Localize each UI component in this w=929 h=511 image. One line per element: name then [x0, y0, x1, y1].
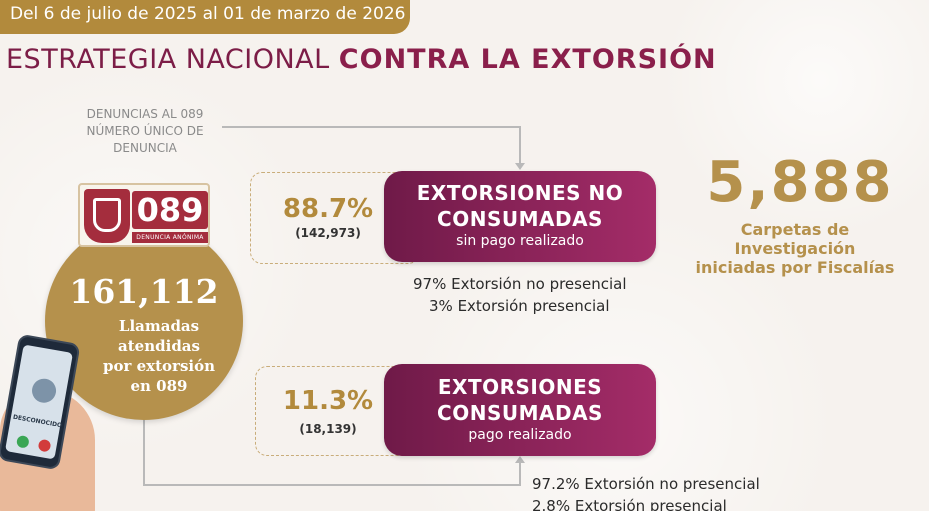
- connector-bottom-vertical-right: [519, 462, 521, 486]
- logo-number: 089: [132, 191, 208, 229]
- calls-label-line1: Llamadas: [118, 317, 200, 335]
- consummated-title-line1: EXTORSIONES: [437, 375, 603, 399]
- answer-call-icon: [15, 434, 30, 449]
- consummated-subtitle: pago realizado: [468, 427, 572, 443]
- logo-089: 089 DENUNCIA ANÓNIMA: [78, 183, 210, 247]
- consummated-breakdown-line1: 97.2% Extorsión no presencial: [532, 475, 760, 493]
- consummated-card: EXTORSIONES CONSUMADAS pago realizado: [384, 364, 656, 456]
- consummated-count: (18,139): [299, 422, 357, 436]
- logo-caption: DENUNCIA ANÓNIMA: [132, 232, 208, 243]
- source-label-line2: NÚMERO ÚNICO DE: [86, 124, 204, 138]
- consummated-percent: 11.3%: [282, 386, 374, 416]
- not-consummated-title-line1: EXTORSIONES NO: [416, 181, 624, 205]
- consummated-breakdown-line2: 2.8% Extorsión presencial: [532, 497, 727, 511]
- connector-top-vertical: [519, 126, 521, 164]
- arrow-up-icon: [515, 456, 525, 463]
- connector-bottom-vertical-left: [143, 415, 145, 485]
- reject-call-icon: [37, 438, 52, 453]
- calls-label-line4: en 089: [130, 377, 188, 395]
- caller-label: DESCONOCIDO: [12, 413, 63, 430]
- title-bold: CONTRA LA EXTORSIÓN: [338, 44, 717, 75]
- arrow-down-icon: [515, 163, 525, 170]
- date-range-banner: Del 6 de julio de 2025 al 01 de marzo de…: [0, 0, 410, 34]
- investigations-label-line2: Investigación: [734, 239, 856, 258]
- not-consummated-title-line2: CONSUMADAS: [437, 207, 603, 231]
- consummated-breakdown: 97.2% Extorsión no presencial 2.8% Extor…: [532, 473, 760, 511]
- not-consummated-subtitle: sin pago realizado: [456, 233, 584, 249]
- not-consummated-count: (142,973): [295, 226, 361, 240]
- calls-label-line3: por extorsión: [103, 357, 215, 375]
- source-label-line3: DENUNCIA: [113, 141, 177, 155]
- source-label: DENUNCIAS AL 089 NÚMERO ÚNICO DE DENUNCI…: [70, 106, 220, 157]
- connector-top-horizontal: [222, 126, 520, 128]
- phone-illustration: DESCONOCIDO: [0, 320, 120, 511]
- investigations-label-line1: Carpetas de: [740, 220, 850, 239]
- source-label-line1: DENUNCIAS AL 089: [86, 107, 204, 121]
- not-consummated-percent: 88.7%: [282, 194, 374, 224]
- calls-circle: 161,112 Llamadas atendidas por extorsión…: [45, 222, 243, 420]
- investigations-label: Carpetas de Investigación iniciadas por …: [680, 220, 910, 277]
- investigations-label-line3: iniciadas por Fiscalías: [695, 258, 895, 277]
- not-consummated-breakdown-line1: 97% Extorsión no presencial: [413, 275, 627, 293]
- caller-avatar-icon: [30, 376, 58, 405]
- title-regular: ESTRATEGIA NACIONAL: [6, 44, 330, 75]
- not-consummated-card: EXTORSIONES NO CONSUMADAS sin pago reali…: [384, 171, 656, 262]
- not-consummated-breakdown: 97% Extorsión no presencial 3% Extorsión…: [413, 273, 627, 317]
- shield-icon: [84, 189, 130, 243]
- date-range-text: Del 6 de julio de 2025 al 01 de marzo de…: [10, 4, 406, 24]
- connector-bottom-horizontal: [143, 484, 521, 486]
- calls-value: 161,112: [69, 272, 219, 311]
- investigations-value: 5,888: [706, 150, 894, 215]
- calls-label-line2: atendidas: [118, 337, 200, 355]
- consummated-title-line2: CONSUMADAS: [437, 401, 603, 425]
- calls-label: Llamadas atendidas por extorsión en 089: [75, 316, 243, 396]
- page-title: ESTRATEGIA NACIONAL CONTRA LA EXTORSIÓN: [6, 44, 717, 75]
- not-consummated-breakdown-line2: 3% Extorsión presencial: [429, 297, 610, 315]
